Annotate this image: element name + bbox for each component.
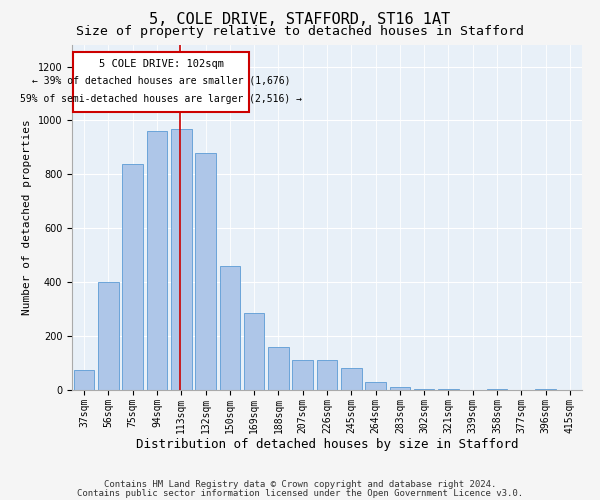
Text: ← 39% of detached houses are smaller (1,676): ← 39% of detached houses are smaller (1,… — [32, 76, 290, 86]
FancyBboxPatch shape — [73, 52, 249, 112]
Bar — [487, 388, 508, 390]
Text: Contains public sector information licensed under the Open Government Licence v3: Contains public sector information licen… — [77, 488, 523, 498]
Bar — [195, 153, 216, 390]
Bar — [535, 388, 556, 390]
Text: 5, COLE DRIVE, STAFFORD, ST16 1AT: 5, COLE DRIVE, STAFFORD, ST16 1AT — [149, 12, 451, 28]
Text: 5 COLE DRIVE: 102sqm: 5 COLE DRIVE: 102sqm — [99, 59, 224, 69]
Bar — [244, 313, 265, 390]
Bar — [341, 368, 362, 390]
Text: 59% of semi-detached houses are larger (2,516) →: 59% of semi-detached houses are larger (… — [20, 94, 302, 104]
Bar — [268, 347, 289, 390]
Bar — [146, 131, 167, 390]
Bar — [292, 360, 313, 390]
Bar — [438, 388, 459, 390]
Bar — [317, 360, 337, 390]
Y-axis label: Number of detached properties: Number of detached properties — [22, 120, 32, 316]
X-axis label: Distribution of detached houses by size in Stafford: Distribution of detached houses by size … — [136, 438, 518, 452]
Bar — [74, 370, 94, 390]
Bar — [389, 388, 410, 390]
Text: Contains HM Land Registry data © Crown copyright and database right 2024.: Contains HM Land Registry data © Crown c… — [104, 480, 496, 489]
Bar — [171, 128, 191, 390]
Bar — [98, 282, 119, 390]
Bar — [414, 388, 434, 390]
Text: Size of property relative to detached houses in Stafford: Size of property relative to detached ho… — [76, 25, 524, 38]
Bar — [365, 382, 386, 390]
Bar — [122, 164, 143, 390]
Bar — [220, 266, 240, 390]
